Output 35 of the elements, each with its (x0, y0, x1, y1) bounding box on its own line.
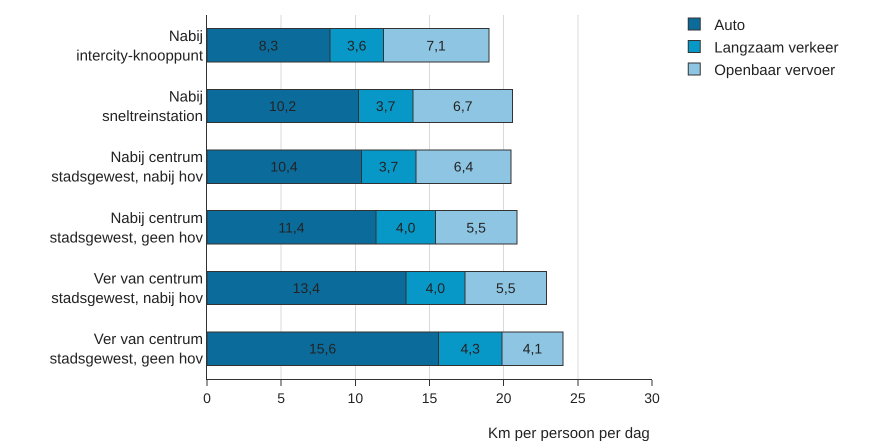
x-tick-label: 0 (203, 390, 212, 406)
data-label: 6,7 (453, 98, 473, 114)
data-label: 8,3 (258, 37, 278, 54)
y-tick-label: Nabij intercity-knooppunt (76, 28, 204, 64)
legend-label: Openbaar vervoer (714, 62, 836, 79)
data-label: 11,4 (278, 219, 305, 236)
x-axis-title: Km per persoon per dag (488, 425, 650, 441)
data-label: 7,1 (426, 37, 446, 54)
data-label: 5,5 (496, 280, 516, 296)
data-label: 5,5 (466, 219, 486, 236)
data-label: 3,7 (376, 98, 396, 114)
data-label: 3,6 (346, 37, 367, 54)
data-label: 4,0 (396, 219, 416, 236)
y-tick-label: Nabij centrum stadsgewest, geen hov (50, 210, 204, 246)
data-label: 6,4 (454, 158, 474, 175)
y-tick-label: Nabij centrum stadsgewest, nabij hov (51, 149, 204, 186)
y-tick-label: Ver van centrum stadsgewest, geen hov (50, 331, 204, 368)
data-label: 10,4 (270, 158, 298, 175)
y-tick-label: Nabij sneltreinstation (102, 88, 203, 125)
data-label: 10,2 (268, 98, 296, 114)
data-label: 4,0 (426, 280, 446, 296)
x-tick-label: 30 (644, 390, 660, 406)
legend-label: Langzaam verkeer (714, 39, 838, 56)
y-tick-label: Ver van centrum stadsgewest, nabij hov (51, 270, 204, 307)
data-label: 4,1 (522, 340, 542, 357)
x-tick-label: 15 (422, 390, 438, 406)
x-tick-label: 25 (570, 390, 586, 406)
data-label: 3,7 (378, 158, 399, 175)
legend-label: Auto (714, 16, 746, 34)
data-label: 13,4 (292, 280, 320, 296)
data-label: 15,6 (308, 340, 336, 357)
data-label: 4,3 (460, 340, 480, 357)
x-tick-label: 20 (496, 390, 512, 406)
x-tick-label: 5 (277, 390, 286, 406)
x-tick-label: 10 (348, 390, 364, 406)
